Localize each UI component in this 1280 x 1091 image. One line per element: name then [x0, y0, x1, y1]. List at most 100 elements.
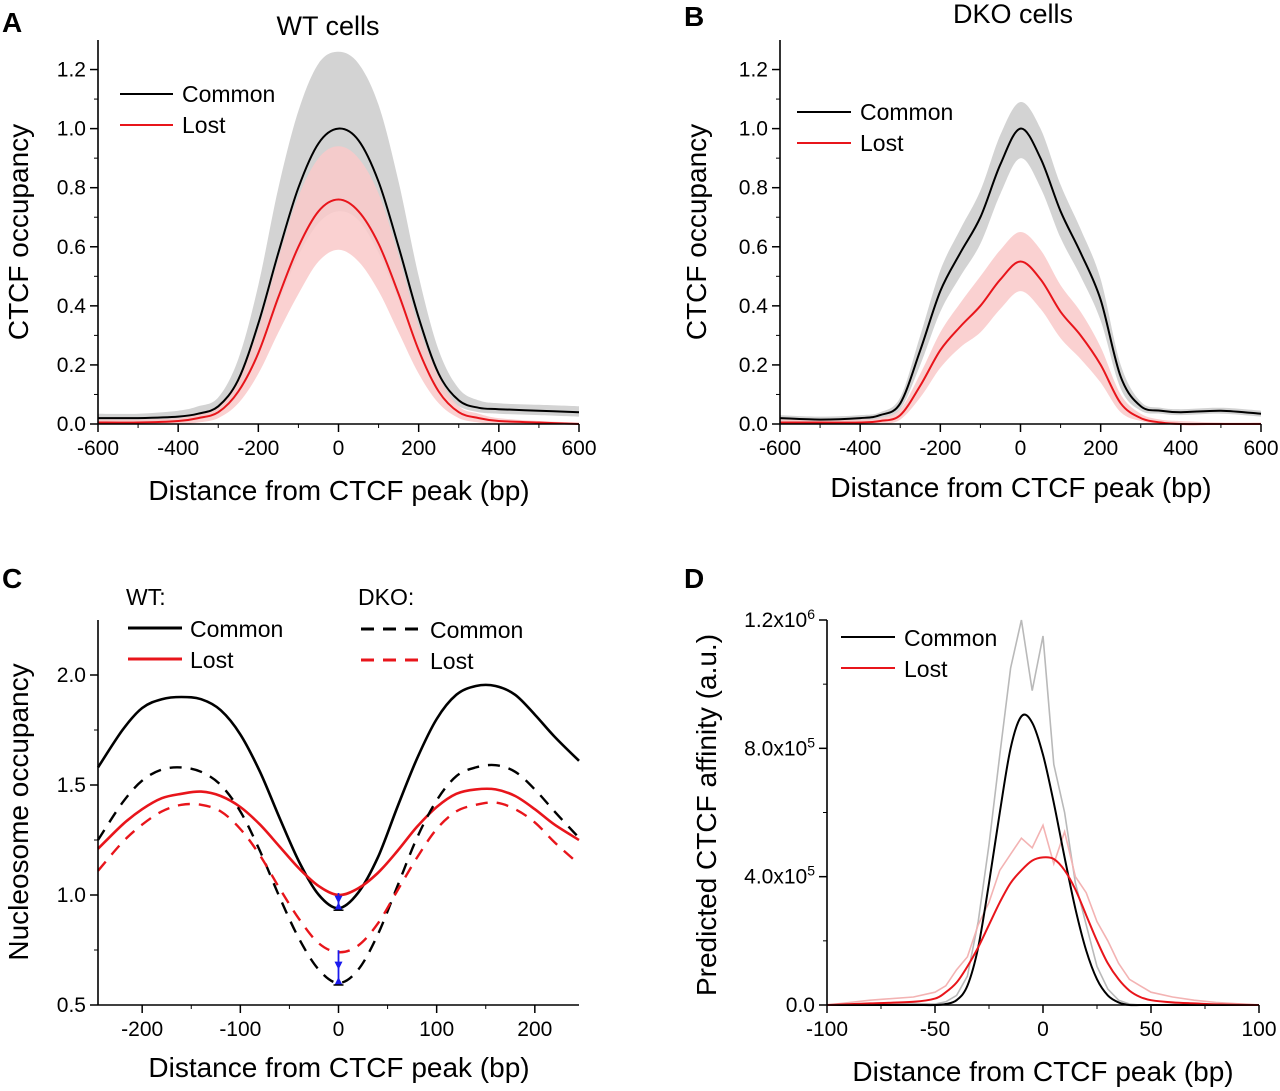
- panel-d-lost-raw-line: [826, 823, 1260, 1006]
- panel-b-ytick-label: 0.8: [739, 177, 768, 200]
- panel-b-ytick-label: 0.2: [739, 354, 768, 377]
- panel-a-title: WT cells: [276, 11, 379, 41]
- panel-a-y-axis-title: CTCF occupancy: [3, 124, 34, 340]
- panel-c: C -200 -100 0 100 200 0.5 1.0 1.5 2.0 Di…: [2, 563, 580, 1083]
- panel-d-legend-lost-label: Lost: [904, 656, 948, 682]
- panel-a-lost-line: [97, 198, 580, 425]
- panel-a-xtick-label: 0: [333, 437, 345, 460]
- panel-d-y-axis-title: Predicted CTCF affinity (a.u.): [691, 634, 722, 996]
- panel-b-xtick-label: 600: [1243, 437, 1278, 460]
- panel-a-yticks: 0.0 0.2 0.4 0.6 0.8 1.0 1.2: [57, 59, 87, 436]
- panel-c-ytick-label: 2.0: [57, 664, 86, 687]
- panel-a-xtick-label: 400: [481, 437, 516, 460]
- panel-a-ytick-label: 0.4: [57, 295, 87, 318]
- panel-a-xtick-label: -600: [77, 437, 119, 460]
- panel-c-xticks: -200 -100 0 100 200: [121, 1018, 552, 1041]
- panel-c-axes: [90, 620, 579, 1013]
- panel-c-y-axis-title: Nucleosome occupancy: [3, 663, 34, 960]
- panel-a-ytick-label: 0.2: [57, 354, 86, 377]
- panel-c-xtick-label: 200: [517, 1018, 552, 1041]
- panel-b-ytick-label: 0.6: [739, 236, 768, 259]
- panel-c-letter: C: [2, 563, 22, 594]
- panel-b-x-axis-title: Distance from CTCF peak (bp): [830, 472, 1211, 503]
- panel-a-plot: [97, 51, 580, 425]
- panel-b-legend-lost-label: Lost: [860, 130, 904, 156]
- panel-a-ytick-label: 0.8: [57, 177, 86, 200]
- panel-c-ytick-label: 1.5: [57, 774, 86, 797]
- panel-c-plot: [96, 683, 580, 986]
- panel-b-letter: B: [684, 1, 704, 32]
- difference-arrowhead: [334, 977, 343, 985]
- panel-b-ytick-label: 0.0: [739, 413, 768, 436]
- difference-arrowhead: [334, 895, 343, 904]
- panel-a-xtick-label: -400: [157, 437, 199, 460]
- panel-b-xtick-label: -200: [919, 437, 961, 460]
- panel-b-lost-line: [779, 260, 1261, 426]
- panel-b-lost-band: [780, 232, 1261, 425]
- panel-d-ytick-label: 4.0x105: [744, 863, 815, 889]
- panel-d-common-raw-line: [826, 619, 1259, 1006]
- panel-b-xtick-label: 200: [1083, 437, 1118, 460]
- panel-c-ytick-label: 0.5: [57, 994, 86, 1017]
- panel-c-legend-dko-header: DKO:: [358, 584, 414, 610]
- panel-a-common-band: [98, 51, 579, 425]
- panel-b: B DKO cells -600 -400 -200 0 200 400 600…: [681, 0, 1279, 503]
- panel-b-title: DKO cells: [953, 0, 1073, 29]
- panel-b-legend: Common Lost: [797, 99, 953, 156]
- panel-c-legend-wt-header: WT:: [126, 584, 166, 610]
- panel-a: A WT cells -600 -400 -200 0 200 400 600 …: [2, 7, 597, 506]
- panel-c-difference-arrow-dko: [333, 950, 344, 986]
- panel-b-ytick-label: 0.4: [739, 295, 769, 318]
- panel-b-xtick-label: -400: [839, 437, 881, 460]
- panel-a-legend-common-label: Common: [182, 81, 275, 107]
- panel-c-yticks: 0.5 1.0 1.5 2.0: [57, 664, 86, 1017]
- difference-arrowhead: [334, 902, 343, 911]
- panel-b-axes: [772, 40, 1262, 432]
- panel-c-dko-lost-line: [97, 801, 580, 954]
- panel-d-letter: D: [684, 563, 704, 594]
- panel-a-ytick-label: 0.0: [57, 413, 86, 436]
- panel-b-xtick-label: 0: [1015, 437, 1027, 460]
- difference-arrowhead: [334, 961, 343, 970]
- panel-c-x-axis-title: Distance from CTCF peak (bp): [148, 1052, 529, 1083]
- panel-a-ytick-label: 0.6: [57, 236, 86, 259]
- panel-b-common-line: [779, 127, 1262, 421]
- panel-d-legend: Common Lost: [841, 625, 997, 682]
- panel-a-xtick-label: 200: [401, 437, 436, 460]
- panel-d-ytick-label: 0.0: [786, 994, 815, 1017]
- panel-b-xtick-label: -600: [759, 437, 801, 460]
- panel-a-ytick-label: 1.0: [57, 118, 86, 141]
- panel-b-plot: [779, 101, 1262, 426]
- panel-c-legend: WT: Common Lost DKO: Common Lost: [126, 584, 523, 674]
- panel-c-legend-dko-common-label: Common: [430, 617, 523, 643]
- panel-d-ytick-label: 1.2x106: [744, 606, 815, 632]
- panel-b-xticks: -600 -400 -200 0 200 400 600: [759, 437, 1279, 460]
- panel-b-ytick-label: 1.2: [739, 59, 768, 82]
- panel-b-xtick-label: 400: [1163, 437, 1198, 460]
- panel-d-ytick-label: 8.0x105: [744, 734, 815, 760]
- panel-c-xtick-label: 0: [333, 1018, 345, 1041]
- panel-d-axes: [819, 619, 1260, 1013]
- panel-d-plot: [826, 619, 1260, 1007]
- panel-a-x-axis-title: Distance from CTCF peak (bp): [148, 475, 529, 506]
- panel-a-lost-band: [98, 146, 579, 425]
- panel-b-yticks: 0.0 0.2 0.4 0.6 0.8 1.0 1.2: [739, 59, 769, 436]
- panel-d-legend-common-label: Common: [904, 625, 997, 651]
- panel-c-legend-wt-lost-label: Lost: [190, 647, 234, 673]
- panel-a-xtick-label: 600: [561, 437, 596, 460]
- panel-b-ytick-label: 1.0: [739, 118, 768, 141]
- panel-d-xtick-label: 0: [1037, 1018, 1049, 1041]
- panel-d-xtick-label: -50: [920, 1018, 950, 1041]
- panel-c-legend-dko-lost-label: Lost: [430, 648, 474, 674]
- panel-d-xtick-label: 100: [1241, 1018, 1276, 1041]
- panel-c-xtick-label: -200: [121, 1018, 163, 1041]
- panel-a-xtick-label: -200: [237, 437, 279, 460]
- panel-b-y-axis-title: CTCF occupancy: [681, 124, 712, 340]
- panel-c-ytick-label: 1.0: [57, 884, 86, 907]
- panel-c-difference-arrow-wt: [333, 893, 344, 911]
- panel-d-xtick-label: -100: [806, 1018, 848, 1041]
- panel-a-legend: Common Lost: [120, 81, 275, 138]
- panel-c-xtick-label: -100: [219, 1018, 261, 1041]
- panel-c-legend-wt-common-label: Common: [190, 616, 283, 642]
- panel-c-dko-common-line: [96, 763, 580, 985]
